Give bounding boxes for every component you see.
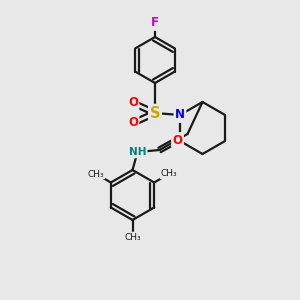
Text: CH₃: CH₃ (124, 232, 141, 242)
Text: O: O (128, 97, 138, 110)
Text: NH: NH (129, 147, 146, 157)
Text: N: N (175, 109, 185, 122)
Text: F: F (151, 16, 159, 29)
Text: CH₃: CH₃ (160, 169, 177, 178)
Text: S: S (150, 106, 160, 121)
Text: CH₃: CH₃ (88, 169, 104, 178)
Text: O: O (128, 116, 138, 130)
Text: O: O (172, 134, 182, 146)
